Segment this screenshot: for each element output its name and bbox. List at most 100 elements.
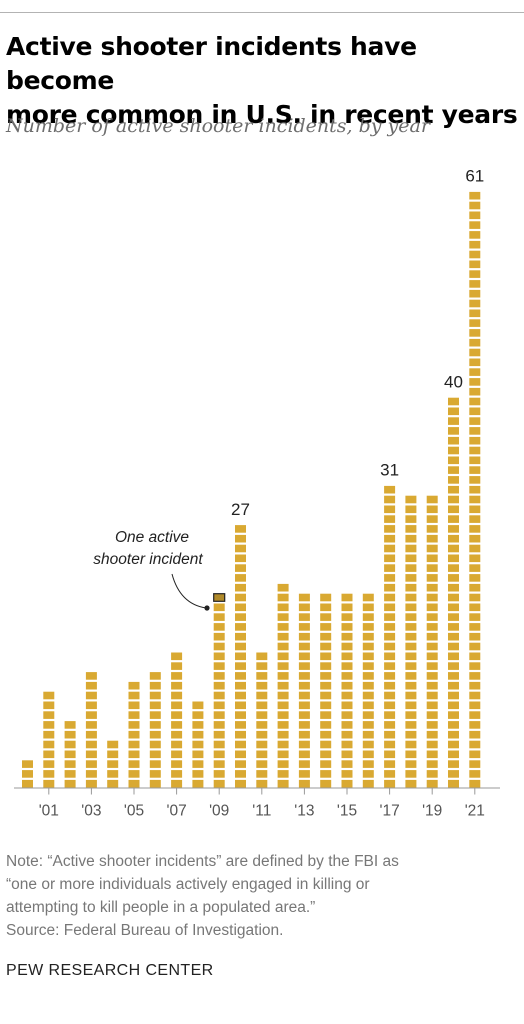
bar-unit-2013 <box>298 779 310 788</box>
bar-unit-2012 <box>277 770 289 778</box>
title-line-2: more common in U.S. in recent years <box>6 100 518 129</box>
bar-unit-2010 <box>235 652 246 661</box>
bar-unit-2019 <box>426 623 438 631</box>
bar-unit-2019 <box>426 721 438 729</box>
bar-unit-2020 <box>448 564 459 572</box>
bar-unit-2020 <box>448 505 459 514</box>
bar-unit-2009 <box>213 760 225 768</box>
bar-unit-2005 <box>128 779 140 788</box>
bar-unit-2012 <box>277 730 289 739</box>
bar-unit-2013 <box>298 701 310 710</box>
bar-unit-2013 <box>298 593 310 602</box>
bar-unit-2009 <box>213 623 225 631</box>
bar-unit-2021 <box>469 691 481 700</box>
bar-unit-2010 <box>235 681 246 690</box>
bar-unit-2018 <box>405 623 417 631</box>
bar-unit-2021 <box>469 730 481 739</box>
bar-unit-2017 <box>384 642 396 651</box>
bar-unit-2008 <box>192 730 204 739</box>
bar-unit-2018 <box>405 574 417 582</box>
bar-unit-2015 <box>341 750 353 759</box>
bar-unit-2003 <box>85 770 97 778</box>
bar-unit-2021 <box>469 613 481 621</box>
bar-unit-2009 <box>213 603 225 612</box>
title-line-1: Active shooter incidents have become <box>6 32 417 95</box>
bar-unit-2020 <box>448 485 459 494</box>
bar-unit-2017 <box>384 760 396 768</box>
bar-unit-2019 <box>426 730 438 739</box>
bar-unit-2020 <box>448 534 459 543</box>
bar-unit-2010 <box>235 730 246 739</box>
bar-unit-2007 <box>171 730 183 739</box>
bar-unit-2010 <box>235 701 246 710</box>
bar-unit-2017 <box>384 662 396 670</box>
bar-unit-2019 <box>426 583 438 592</box>
bar-unit-2014 <box>320 750 332 759</box>
bar-unit-2012 <box>277 632 289 641</box>
bar-unit-2003 <box>85 701 97 710</box>
annotation-line-1: One active <box>115 529 189 546</box>
bar-unit-2010 <box>235 711 246 719</box>
bar-unit-2012 <box>277 583 289 592</box>
bar-unit-2019 <box>426 515 438 523</box>
bar-unit-2020 <box>448 701 459 710</box>
bar-unit-2003 <box>85 730 97 739</box>
highlighted-unit-square <box>213 593 226 602</box>
bar-unit-2021 <box>469 358 481 367</box>
bar-unit-2012 <box>277 691 289 700</box>
bar-unit-2014 <box>320 672 332 680</box>
bar-unit-2020 <box>448 456 459 465</box>
bar-unit-2017 <box>384 672 396 680</box>
bar-unit-2008 <box>192 760 204 768</box>
bar-unit-2014 <box>320 711 332 719</box>
bar-unit-2017 <box>384 770 396 778</box>
bar-unit-2006 <box>149 711 161 719</box>
bar-unit-2021 <box>469 711 481 719</box>
bar-unit-2020 <box>448 750 459 759</box>
bar-unit-2007 <box>171 770 183 778</box>
bar-unit-2017 <box>384 495 396 504</box>
bar-unit-2007 <box>171 721 183 729</box>
bar-unit-2021 <box>469 554 481 563</box>
bar-unit-2018 <box>405 652 417 661</box>
bar-unit-2010 <box>235 544 246 553</box>
bar-unit-2002 <box>64 721 76 729</box>
bar-unit-2013 <box>298 613 310 621</box>
bar-unit-2021 <box>469 466 481 474</box>
bar-unit-2019 <box>426 740 438 749</box>
bar-unit-2011 <box>256 691 268 700</box>
bar-unit-2020 <box>448 466 459 474</box>
bar-unit-2012 <box>277 603 289 612</box>
bar-unit-2021 <box>469 544 481 553</box>
bar-unit-2008 <box>192 770 204 778</box>
bar-unit-2013 <box>298 603 310 612</box>
bar-unit-2016 <box>362 652 374 661</box>
bar-unit-2006 <box>149 760 161 768</box>
bar-unit-2010 <box>235 770 246 778</box>
bar-unit-2007 <box>171 750 183 759</box>
bar-unit-2015 <box>341 623 353 631</box>
bar-unit-2007 <box>171 662 183 670</box>
bar-unit-2010 <box>235 574 246 582</box>
bar-unit-2016 <box>362 740 374 749</box>
bar-unit-2014 <box>320 691 332 700</box>
bar-unit-2017 <box>384 721 396 729</box>
bar-unit-2006 <box>149 740 161 749</box>
bar-unit-2011 <box>256 750 268 759</box>
bar-unit-2013 <box>298 662 310 670</box>
bar-unit-2011 <box>256 701 268 710</box>
bar-unit-2015 <box>341 701 353 710</box>
bar-unit-2003 <box>85 721 97 729</box>
bar-unit-2020 <box>448 642 459 651</box>
bar-unit-2014 <box>320 613 332 621</box>
note-line-1: Note: “Active shooter incidents” are def… <box>6 853 399 870</box>
bar-unit-2021 <box>469 681 481 690</box>
bar-unit-2003 <box>85 740 97 749</box>
bar-unit-2019 <box>426 534 438 543</box>
bar-unit-2019 <box>426 750 438 759</box>
bar-unit-2013 <box>298 632 310 641</box>
bar-unit-2019 <box>426 564 438 572</box>
bar-unit-2006 <box>149 779 161 788</box>
bar-unit-2021 <box>469 240 481 249</box>
bar-unit-2021 <box>469 672 481 680</box>
